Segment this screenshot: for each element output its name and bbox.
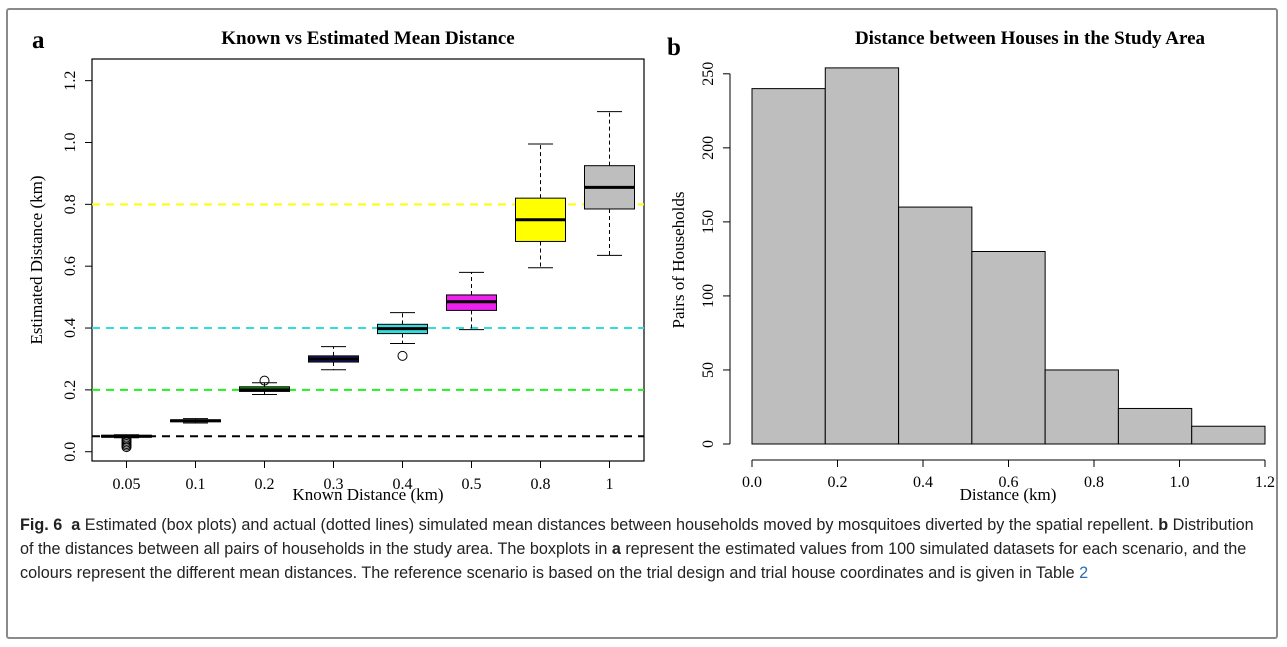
panel-b-y-axis-label: Pairs of Households [669, 192, 688, 329]
caption-panel-a-ref-2: a [611, 540, 621, 558]
boxplot-0.1 [170, 418, 221, 424]
x-tick-label: 1 [606, 476, 614, 493]
y-tick-label: 0.2 [62, 380, 79, 400]
boxplot-0.3 [308, 346, 359, 371]
y-tick-label: 150 [700, 210, 717, 234]
boxplot-1 [584, 111, 635, 256]
histogram-bar [1191, 425, 1266, 445]
panel-a-x-axis-label: Known Distance (km) [292, 485, 443, 504]
panel-b-label: b [667, 34, 681, 61]
x-tick-label: 0.1 [186, 476, 206, 493]
caption-text-2: Distribution of the distances between al… [20, 516, 1254, 558]
outlier-point [121, 434, 132, 445]
panel-b-title: Distance between Houses in the Study Are… [855, 28, 1206, 49]
panel-b: b Distance between Houses in the Study A… [667, 28, 1275, 504]
x-tick-label: 0.5 [462, 476, 482, 493]
panel-a: a Known vs Estimated Mean Distance Estim… [27, 27, 645, 504]
boxplot-0.2 [239, 375, 290, 396]
y-tick-label: 0.4 [62, 318, 79, 338]
boxplot-0.05 [101, 434, 152, 453]
table-link[interactable]: 2 [1079, 564, 1089, 582]
caption-panel-b-ref: b [1158, 516, 1169, 534]
caption-text-3: represent the estimated values from 100 … [20, 540, 1247, 582]
figure-frame [6, 8, 1278, 639]
panel-b-x-axis-label: Distance (km) [960, 485, 1057, 504]
histogram-bar [1117, 407, 1193, 445]
y-tick-label: 1.2 [62, 71, 79, 91]
x-tick-label: 0.8 [531, 476, 551, 493]
y-tick-label: 0.8 [62, 194, 79, 214]
y-tick-label: 250 [700, 62, 717, 86]
x-tick-label: 1.0 [1170, 474, 1190, 491]
histogram-bar [898, 206, 973, 445]
boxplot-0.8 [515, 143, 566, 269]
x-tick-label: 0.6 [999, 474, 1019, 491]
x-tick-label: 0.8 [1084, 474, 1104, 491]
y-tick-label: 1.0 [62, 132, 79, 152]
figure-charts: a Known vs Estimated Mean Distance Estim… [27, 27, 1275, 504]
x-tick-label: 0.2 [828, 474, 848, 491]
panel-a-plot-frame [91, 58, 645, 462]
y-tick-label: 50 [700, 362, 717, 378]
panel-a-y-axis-label: Estimated Distance (km) [27, 175, 46, 344]
figure-caption: Fig. 6 a Estimated (box plots) and actua… [20, 513, 1268, 585]
x-tick-label: 1.2 [1255, 474, 1275, 491]
x-tick-label: 0.05 [113, 476, 141, 493]
histogram-bar [824, 67, 900, 445]
caption-figure-label: Fig. 6 [20, 516, 63, 534]
y-tick-label: 0 [700, 440, 717, 448]
y-tick-label: 0.6 [62, 256, 79, 276]
y-tick-label: 200 [700, 136, 717, 160]
x-tick-label: 0.4 [393, 476, 413, 493]
histogram-bar [971, 251, 1046, 445]
panel-a-label: a [32, 27, 45, 54]
boxplot-0.4 [377, 312, 428, 361]
outlier-point [397, 350, 408, 361]
boxplot-0.5 [446, 271, 497, 331]
caption-panel-a-ref: a [71, 516, 81, 534]
panel-a-title: Known vs Estimated Mean Distance [221, 28, 514, 49]
x-tick-label: 0.0 [742, 474, 762, 491]
histogram-bar [1044, 369, 1119, 445]
y-tick-label: 0.0 [62, 442, 79, 462]
x-tick-label: 0.2 [255, 476, 275, 493]
x-tick-label: 0.3 [324, 476, 344, 493]
outlier-point [259, 375, 270, 386]
x-tick-label: 0.4 [913, 474, 933, 491]
caption-text-1: Estimated (box plots) and actual (dotted… [80, 516, 1159, 534]
histogram-bar [751, 88, 826, 445]
y-tick-label: 100 [700, 284, 717, 308]
